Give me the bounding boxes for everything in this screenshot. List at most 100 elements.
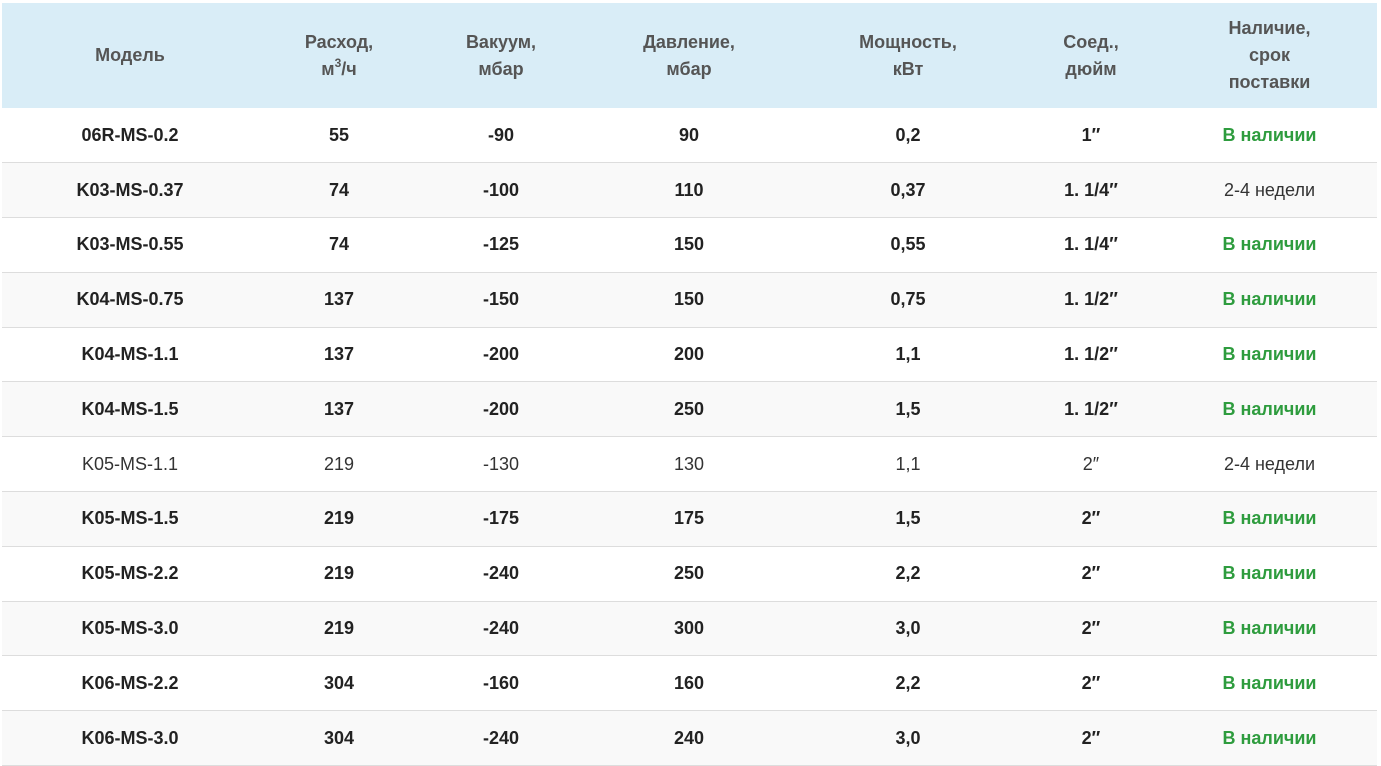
table-row: K05-MS-1.5 219 -175 175 1,5 2″ В наличии — [2, 491, 1377, 547]
header-availability-line3: поставки — [1228, 72, 1311, 92]
header-power-label: Мощность, — [859, 31, 957, 52]
cell-connection: 2″ — [1081, 727, 1101, 748]
cell-pressure: 250 — [673, 563, 705, 584]
cell-flow: 137 — [323, 344, 355, 365]
cell-vacuum: -125 — [482, 234, 520, 255]
cell-model: K05-MS-3.0 — [81, 618, 179, 639]
cell-pressure: 90 — [678, 124, 700, 145]
cell-pressure: 300 — [673, 618, 705, 639]
header-connection-label: Соед., — [1063, 31, 1119, 52]
header-flow-unit-rest: /ч — [341, 58, 357, 79]
header-pressure: Давление, мбар — [582, 3, 796, 108]
cell-availability: В наличии — [1222, 508, 1317, 529]
cell-power: 3,0 — [895, 727, 921, 748]
cell-model: 06R-MS-0.2 — [81, 124, 179, 145]
cell-model: K04-MS-0.75 — [76, 289, 184, 310]
cell-connection: 1. 1/4″ — [1064, 234, 1118, 255]
table-row: K05-MS-1.1 219 -130 130 1,1 2″ 2-4 недели — [2, 436, 1377, 492]
header-flow-unit-base: м — [321, 58, 335, 79]
cell-power: 0,37 — [890, 179, 926, 200]
cell-vacuum: -240 — [482, 563, 520, 584]
header-vacuum: Вакуум, мбар — [420, 3, 582, 108]
cell-connection: 1. 1/2″ — [1064, 289, 1118, 310]
cell-availability: В наличии — [1222, 344, 1317, 365]
cell-power: 2,2 — [895, 672, 921, 693]
cell-vacuum: -90 — [487, 124, 514, 145]
cell-vacuum: -100 — [482, 179, 520, 200]
cell-vacuum: -240 — [482, 618, 520, 639]
header-connection: Соед., дюйм — [1020, 3, 1162, 108]
header-model: Модель — [2, 3, 258, 108]
cell-availability: В наличии — [1222, 672, 1317, 693]
cell-pressure: 200 — [673, 344, 705, 365]
cell-connection: 1″ — [1081, 124, 1101, 145]
cell-connection: 1. 1/2″ — [1064, 398, 1118, 419]
cell-model: K03-MS-0.55 — [76, 234, 184, 255]
table-row: K05-MS-2.2 219 -240 250 2,2 2″ В наличии — [2, 546, 1377, 602]
cell-vacuum: -150 — [482, 289, 520, 310]
cell-vacuum: -240 — [482, 727, 520, 748]
table-row: K03-MS-0.37 74 -100 110 0,37 1. 1/4″ 2-4 недел… — [2, 162, 1377, 218]
table-row: K03-MS-0.55 74 -125 150 0,55 1. 1/4″ В наличии — [2, 217, 1377, 273]
cell-power: 2,2 — [895, 563, 921, 584]
cell-flow: 74 — [328, 234, 350, 255]
cell-model: K05-MS-1.5 — [81, 508, 179, 529]
cell-model: K04-MS-1.1 — [81, 344, 179, 365]
header-model-label: Модель — [95, 45, 165, 65]
table-body: 06R-MS-0.2 55 -90 90 0,2 1″ В наличии K03-MS-0.… — [2, 108, 1377, 766]
table-row: K04-MS-1.5 137 -200 250 1,5 1. 1/2″ В наличии — [2, 381, 1377, 437]
header-availability-label: Наличие, — [1228, 18, 1311, 38]
header-vacuum-label: Вакуум, — [465, 31, 537, 52]
cell-connection: 1. 1/2″ — [1064, 344, 1118, 365]
cell-connection: 2″ — [1081, 672, 1101, 693]
cell-pressure: 250 — [673, 398, 705, 419]
header-power-unit: кВт — [892, 58, 924, 79]
cell-power: 1,1 — [895, 453, 921, 474]
cell-flow: 304 — [323, 672, 355, 693]
cell-pressure: 175 — [673, 508, 705, 529]
cell-model: K06-MS-3.0 — [81, 727, 179, 748]
cell-flow: 137 — [323, 398, 355, 419]
cell-pressure: 160 — [673, 672, 705, 693]
cell-power: 1,1 — [895, 344, 921, 365]
header-availability-line2: срок — [1248, 45, 1290, 65]
cell-flow: 74 — [328, 179, 350, 200]
cell-pressure: 110 — [674, 179, 704, 200]
cell-availability: 2-4 недели — [1223, 453, 1316, 474]
header-pressure-label: Давление, — [643, 31, 735, 52]
header-flow: Расход, м3/ч — [258, 3, 420, 108]
header-connection-unit: дюйм — [1065, 58, 1117, 79]
table-row: 06R-MS-0.2 55 -90 90 0,2 1″ В наличии — [2, 108, 1377, 163]
cell-connection: 2″ — [1081, 563, 1101, 584]
cell-connection: 2″ — [1081, 508, 1101, 529]
header-pressure-unit: мбар — [666, 58, 712, 79]
cell-flow: 219 — [323, 453, 355, 474]
cell-model: K05-MS-2.2 — [81, 563, 179, 584]
cell-connection: 2″ — [1082, 453, 1100, 474]
cell-model: K06-MS-2.2 — [81, 672, 179, 693]
table-header: Модель Расход, м3/ч Вакуум, мбар Давлени… — [2, 3, 1377, 108]
cell-availability: В наличии — [1222, 727, 1317, 748]
cell-flow: 219 — [323, 508, 355, 529]
cell-model: K03-MS-0.37 — [76, 179, 184, 200]
cell-pressure: 150 — [673, 289, 705, 310]
cell-connection: 2″ — [1081, 618, 1101, 639]
cell-availability: В наличии — [1222, 234, 1317, 255]
table-row: K04-MS-1.1 137 -200 200 1,1 1. 1/2″ В наличии — [2, 327, 1377, 382]
table-row: K04-MS-0.75 137 -150 150 0,75 1. 1/2″ В наличи… — [2, 272, 1377, 328]
cell-flow: 304 — [323, 727, 355, 748]
header-row: Модель Расход, м3/ч Вакуум, мбар Давлени… — [2, 3, 1377, 108]
header-power: Мощность, кВт — [796, 3, 1020, 108]
cell-vacuum: -200 — [482, 398, 520, 419]
cell-power: 0,2 — [895, 124, 921, 145]
cell-flow: 137 — [323, 289, 355, 310]
cell-vacuum: -175 — [482, 508, 520, 529]
cell-model: K05-MS-1.1 — [81, 453, 179, 474]
cell-power: 0,75 — [890, 289, 926, 310]
header-flow-unit-exp: 3 — [334, 55, 342, 70]
cell-availability: В наличии — [1222, 618, 1317, 639]
cell-pressure: 240 — [673, 727, 705, 748]
cell-availability: В наличии — [1222, 563, 1317, 584]
cell-flow: 219 — [323, 563, 355, 584]
cell-model: K04-MS-1.5 — [81, 398, 179, 419]
